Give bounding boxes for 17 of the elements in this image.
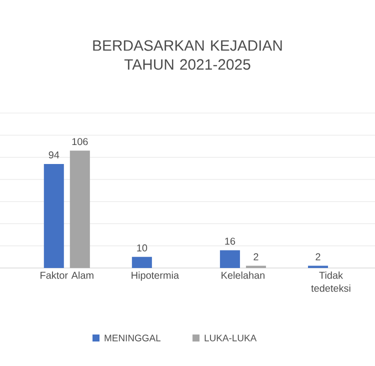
x-tick-label: Kelelahan xyxy=(222,272,264,279)
data-label: 106 xyxy=(72,138,88,146)
bar xyxy=(44,164,64,268)
data-label: 16 xyxy=(225,238,236,245)
data-label: 2 xyxy=(254,253,258,260)
data-label: 2 xyxy=(316,253,320,260)
chart-title: BERDASARKAN KEJADIAN TAHUN 2021-2025 xyxy=(93,40,282,70)
x-tick-label: Hipotermia xyxy=(132,272,180,281)
bar xyxy=(70,150,90,268)
data-label: 10 xyxy=(137,244,148,252)
legend-label: LUKA-LUKA xyxy=(204,334,257,342)
x-tick-label: Faktor Alam xyxy=(40,272,94,279)
x-tick-label: Tidak tedeteksi xyxy=(311,272,350,292)
bar xyxy=(132,256,152,268)
legend-label: MENINGGAL xyxy=(104,334,161,342)
bar xyxy=(220,250,240,268)
data-label: 94 xyxy=(48,151,60,158)
